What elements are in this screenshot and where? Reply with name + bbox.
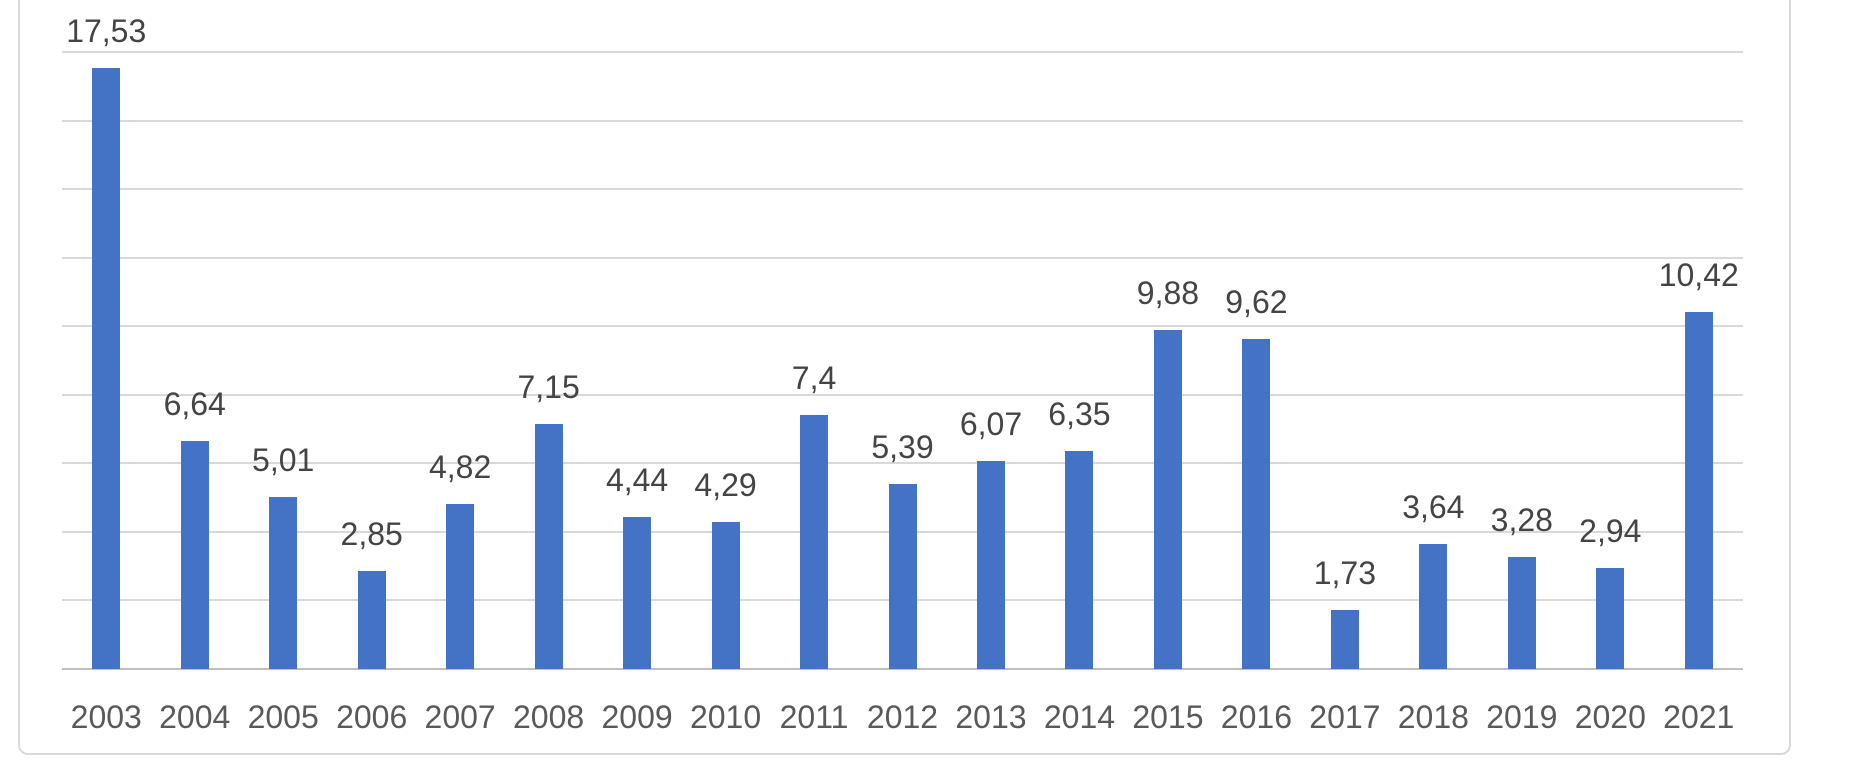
bar-2005 xyxy=(269,497,298,669)
data-label-2005: 5,01 xyxy=(252,442,315,479)
bar-2017 xyxy=(1330,609,1359,669)
data-label-2009: 4,44 xyxy=(605,461,669,498)
data-label-2021: 10,42 xyxy=(1658,256,1739,293)
x-tick-2004: 2004 xyxy=(159,699,231,735)
x-tick-2017: 2017 xyxy=(1309,699,1381,735)
x-tick-2015: 2015 xyxy=(1132,699,1204,735)
bar-2013 xyxy=(976,460,1005,669)
data-label-2012: 5,39 xyxy=(871,429,934,466)
data-label-2006: 2,85 xyxy=(340,516,403,553)
x-tick-2005: 2005 xyxy=(247,699,319,735)
data-label-2020: 2,94 xyxy=(1579,513,1642,550)
x-tick-2006: 2006 xyxy=(336,699,408,735)
data-label-2016: 9,62 xyxy=(1225,284,1288,321)
data-label-2008: 7,15 xyxy=(517,368,580,405)
data-label-2010: 4,29 xyxy=(694,466,757,503)
x-tick-2018: 2018 xyxy=(1397,699,1469,735)
x-tick-2008: 2008 xyxy=(513,699,585,735)
x-tick-2021: 2021 xyxy=(1663,699,1735,735)
data-label-2019: 3,28 xyxy=(1490,501,1553,538)
x-tick-2003: 2003 xyxy=(70,699,142,735)
bar-2021 xyxy=(1684,311,1713,669)
bar-2014 xyxy=(1065,451,1094,669)
bar-2018 xyxy=(1419,544,1448,669)
data-label-2014: 6,35 xyxy=(1048,396,1111,433)
bar-2020 xyxy=(1596,568,1625,669)
x-tick-2020: 2020 xyxy=(1574,699,1646,735)
bar-2003 xyxy=(92,68,121,669)
data-label-2015: 9,88 xyxy=(1136,275,1200,312)
x-tick-2007: 2007 xyxy=(424,699,496,735)
x-tick-2016: 2016 xyxy=(1220,699,1292,735)
x-tick-2009: 2009 xyxy=(601,699,673,735)
x-tick-2014: 2014 xyxy=(1043,699,1116,735)
x-tick-2019: 2019 xyxy=(1486,699,1558,735)
data-label-2007: 4,82 xyxy=(428,448,492,485)
bar-2007 xyxy=(446,503,475,669)
bar-2019 xyxy=(1507,556,1536,669)
data-label-2013: 6,07 xyxy=(959,405,1023,442)
bar-2006 xyxy=(357,571,386,669)
bar-2008 xyxy=(534,423,563,669)
x-tick-2010: 2010 xyxy=(689,699,762,735)
bar-2009 xyxy=(623,516,652,669)
data-label-2004: 6,64 xyxy=(163,386,226,423)
data-label-2018: 3,64 xyxy=(1402,489,1465,526)
x-tick-2011: 2011 xyxy=(779,699,849,735)
bar-2011 xyxy=(800,415,829,669)
bar-2010 xyxy=(711,521,740,669)
bar-2012 xyxy=(888,484,917,669)
data-label-2003: 17,53 xyxy=(66,13,147,50)
x-tick-2013: 2013 xyxy=(955,699,1027,735)
data-label-2017: 1,73 xyxy=(1313,554,1376,591)
bar-2015 xyxy=(1153,330,1182,669)
data-label-2011: 7,4 xyxy=(791,360,837,397)
bar-2004 xyxy=(180,441,209,669)
bar-2016 xyxy=(1242,339,1271,669)
x-tick-2012: 2012 xyxy=(866,699,939,735)
